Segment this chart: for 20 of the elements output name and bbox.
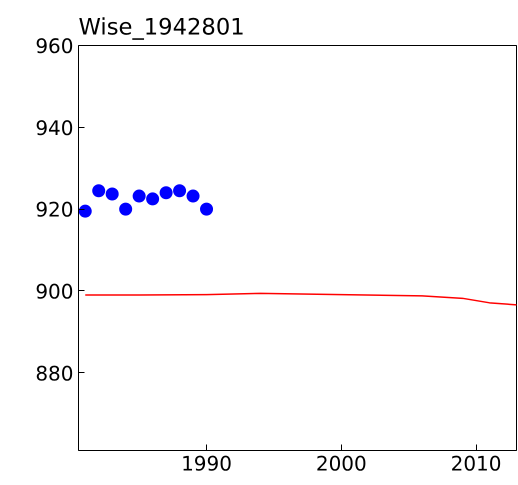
point: [106, 188, 119, 200]
y-tick-label: 940: [35, 116, 74, 140]
x-tick-label: 2000: [316, 452, 367, 476]
point: [186, 190, 200, 203]
chart-title: Wise_1942801: [78, 14, 245, 40]
point: [119, 202, 132, 216]
y-tick-label: 920: [35, 198, 74, 222]
point: [200, 202, 214, 216]
y-tick-label: 960: [35, 34, 74, 58]
point: [146, 192, 160, 206]
y-tick-label: 880: [35, 361, 74, 386]
point: [92, 184, 106, 198]
point: [132, 190, 146, 203]
x-tick-label: 2010: [450, 452, 502, 476]
y-tick-label: 900: [35, 279, 74, 304]
line-series: [84, 292, 516, 306]
point: [160, 186, 173, 200]
x-tick-label: 1990: [181, 452, 232, 476]
point: [78, 204, 92, 218]
point: [173, 184, 186, 198]
